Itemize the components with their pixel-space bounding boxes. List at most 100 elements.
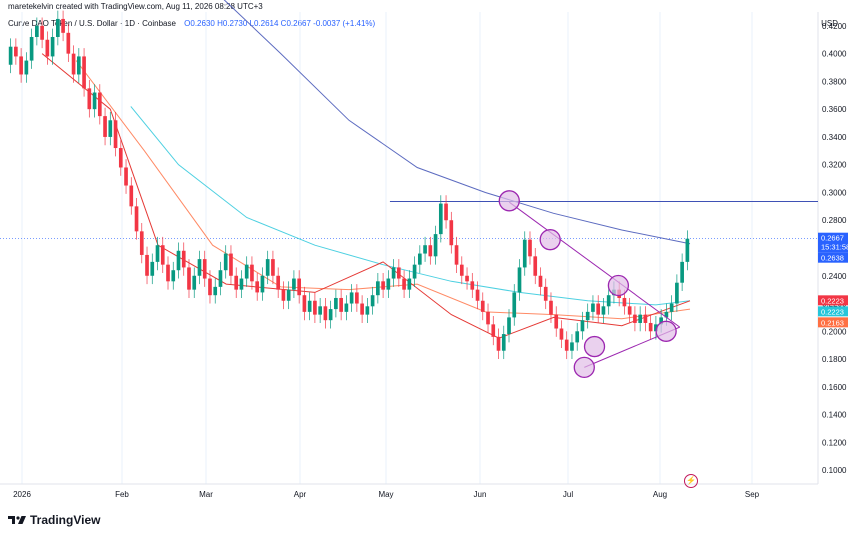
- last-price-tag-value: 0.2667: [821, 234, 844, 243]
- candle-body: [601, 306, 606, 315]
- candle-body: [213, 286, 218, 296]
- time-tick-label: Jul: [563, 490, 573, 499]
- candle-body: [244, 264, 249, 279]
- candle-body: [675, 282, 679, 304]
- price-tick-label: 0.1200: [822, 438, 847, 447]
- candle-body: [171, 270, 176, 282]
- candle-body: [260, 275, 265, 293]
- candle-body: [271, 259, 275, 276]
- price-tag-value: 0.2223: [821, 307, 844, 316]
- candle-body: [87, 88, 92, 110]
- candle-body: [103, 116, 107, 137]
- price-tag-value: 0.2638: [821, 254, 844, 263]
- candle-body: [92, 92, 97, 110]
- candle-body: [160, 245, 165, 265]
- candle-body: [334, 297, 338, 310]
- candle-body: [155, 245, 160, 262]
- lightning-icon[interactable]: ⚡: [684, 474, 698, 488]
- candle-body: [496, 336, 501, 351]
- price-tick-label: 0.4200: [822, 22, 847, 31]
- candle-body: [82, 56, 86, 89]
- candle-body: [549, 300, 553, 315]
- candle-body: [517, 267, 522, 293]
- candle-body: [35, 25, 39, 37]
- price-tick-label: 0.2400: [822, 272, 847, 281]
- candle-body: [381, 281, 385, 290]
- candle-body: [323, 306, 328, 321]
- candle-body: [318, 306, 322, 315]
- candle-body: [417, 253, 422, 265]
- price-tag: [818, 317, 848, 328]
- candle-body: [638, 314, 642, 323]
- credit-text: maretekelvin created with TradingView.co…: [8, 2, 263, 11]
- currency-label: USD: [821, 19, 838, 28]
- candle-body: [45, 39, 50, 57]
- candle-body: [29, 36, 34, 61]
- candle-body: [402, 278, 406, 290]
- candle-body: [328, 309, 333, 321]
- brand-name: TradingView: [30, 513, 101, 527]
- candle-body: [313, 300, 317, 315]
- candle-body: [339, 297, 343, 312]
- candle-body: [61, 18, 65, 33]
- tradingview-logo-icon: [8, 516, 26, 524]
- candle-body: [56, 18, 60, 37]
- candle-body: [397, 267, 401, 279]
- candle-body: [124, 167, 128, 186]
- candle-body: [575, 331, 580, 343]
- candle-body: [218, 270, 223, 287]
- pattern-marker-circle: [655, 320, 677, 342]
- candle-body: [580, 320, 585, 332]
- candle-body: [407, 278, 412, 290]
- candle-body: [627, 306, 632, 315]
- candle-body: [438, 203, 443, 235]
- candle-body: [459, 264, 464, 276]
- moving-average-line: [223, 0, 691, 245]
- candle-body: [449, 220, 454, 246]
- last-price-countdown: 15:31:58: [821, 243, 850, 252]
- candle-body: [19, 56, 23, 75]
- candle-body: [40, 25, 44, 40]
- candle-body: [470, 281, 475, 290]
- candle-body: [591, 303, 595, 312]
- candle-body: [97, 92, 102, 117]
- candle-body: [281, 289, 286, 301]
- candle-body: [570, 342, 574, 351]
- candle-body: [145, 254, 149, 276]
- candle-body: [444, 203, 448, 221]
- candle-body: [234, 275, 239, 290]
- candle-body: [24, 60, 29, 75]
- candle-body: [433, 234, 438, 257]
- candle-body: [680, 261, 684, 283]
- candle-body: [307, 300, 312, 312]
- candle-body: [648, 322, 653, 332]
- candle-body: [507, 317, 511, 335]
- candle-body: [559, 328, 564, 340]
- candle-body: [71, 53, 76, 75]
- candle-body: [512, 292, 517, 318]
- pattern-marker-circle: [583, 335, 606, 358]
- candle-body: [250, 264, 254, 282]
- candle-body: [454, 245, 459, 265]
- candle-body: [643, 314, 648, 323]
- candle-body: [606, 295, 611, 307]
- price-tag: [818, 252, 848, 263]
- candle-body: [501, 334, 506, 351]
- candle-body: [465, 275, 469, 282]
- price-tick-label: 0.3200: [822, 161, 847, 170]
- candle-body: [386, 278, 391, 290]
- price-tick-label: 0.3600: [822, 105, 847, 114]
- price-tick-label: 0.1800: [822, 355, 847, 364]
- candle-body: [292, 278, 296, 290]
- moving-average-line: [41, 53, 691, 339]
- price-tick-label: 0.2800: [822, 216, 847, 225]
- candle-body: [685, 238, 690, 262]
- pattern-marker-circle: [607, 274, 630, 297]
- candle-body: [14, 46, 18, 57]
- time-tick-label: Sep: [745, 490, 760, 499]
- candle-body: [255, 281, 260, 293]
- chart-legend: Curve DAO Token / U.S. Dollar · 1D · Coi…: [8, 19, 375, 28]
- moving-average-line: [130, 106, 691, 306]
- candle-body: [239, 278, 244, 290]
